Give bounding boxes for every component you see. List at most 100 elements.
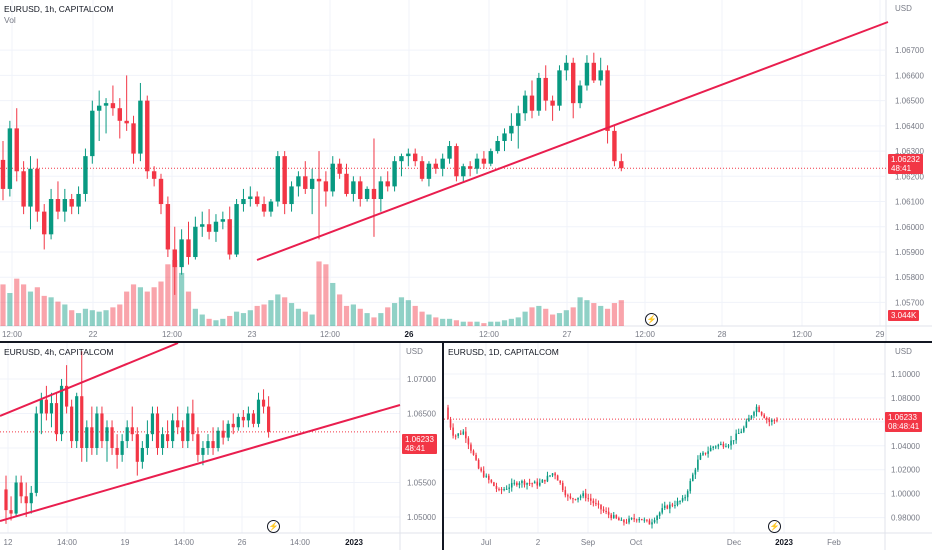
chart-4h-candle [19,482,23,497]
chart-1h-candle [131,123,136,154]
x-tick-label: 12:00 [162,330,183,339]
chart-pane-1h[interactable]: 1.06700 1.06600 1.06500 1.06400 1.06300 1.062… [0,0,932,341]
chart-1d-candle [592,500,595,504]
chart-1h-canvas[interactable]: 1.067001.066001.065001.064001.063001.062… [0,0,932,341]
chart-4h-candle [44,399,48,414]
chart-1h-candle [309,178,315,189]
chart-4h-candle [100,413,104,442]
volume-bar [75,313,82,326]
volume-bar [261,304,267,326]
x-tick-label: 29 [876,330,885,339]
chart-1d-candle [554,473,556,476]
chart-1d-candle [722,443,725,447]
chart-1d-candle [470,444,472,451]
volume-bar [192,308,198,326]
chart-1d-candle [462,431,465,435]
chart-1d-candle [692,474,694,482]
chart-1d-candle [498,488,500,490]
chart-1d-candle [638,518,641,521]
chart-1h-candle [275,156,280,202]
chart-1d-candle [727,445,730,447]
chart-1d-candle [653,520,656,523]
volume-indicator-label[interactable]: Vol [4,15,16,25]
volume-bar [137,287,143,326]
volume-bar [378,313,384,326]
volume-bar [488,321,494,326]
chart-1h-candle [392,161,397,187]
chart-1d-candle [709,447,712,452]
volume-bar [426,314,432,326]
chart-1h-candle [371,188,377,200]
chart-4h-candle [130,427,134,435]
chart-1d-candle [528,482,531,484]
chart-4h-candle [75,396,79,442]
volume-bar [570,307,576,326]
chart-4h-candle [24,496,28,504]
chart-1d-candle [689,481,692,492]
chart-4h-candle [95,413,99,448]
volume-bar [337,294,343,326]
volume-bar [440,318,446,326]
chart-1d-candle [467,438,470,445]
chart-4h-candle [201,447,205,455]
chart-1h-candle [344,173,349,194]
countdown-1h: 48:41 [891,164,912,173]
pane-divider-vertical[interactable] [442,343,444,550]
lightning-icon[interactable]: ⚡ [768,520,781,533]
chart-1h-candle [529,95,535,111]
x-tick-label: 12:00 [2,330,23,339]
x-tick-label: Feb [827,538,841,547]
volume-bar [529,307,535,326]
chart-1d-candle [556,475,559,481]
lightning-icon[interactable]: ⚡ [645,313,658,326]
volume-bar [82,308,89,326]
chart-pane-4h[interactable]: 1.070001.065001.060001.055001.050001214:… [0,343,442,550]
chart-1d-candle [745,421,748,428]
pane-divider-horizontal[interactable] [0,341,932,343]
chart-4h-candle [256,399,261,424]
volume-bar [165,264,171,326]
volume-bar [7,293,13,326]
chart-1h-candle [35,168,40,212]
chart-1d-candle [485,475,488,477]
chart-1d-candle [771,420,773,422]
chart-4h-candle [49,403,54,414]
lightning-icon[interactable]: ⚡ [267,520,280,533]
chart-1d-candle [564,490,567,496]
chart-1d-candle [643,519,646,521]
chart-4h-candle [135,434,139,462]
chart-4h-candle [39,399,43,414]
volume-bar [282,297,288,326]
volume-bar [522,311,528,326]
chart-1d-candle [663,505,666,509]
chart-4h-candle [191,413,195,435]
chart-1h-candle [76,193,81,207]
volume-bar [591,303,597,326]
chart-4h-candle [196,434,200,455]
chart-1h-candle [55,199,61,212]
volume-bar [495,321,501,326]
volume-bar [247,310,253,326]
volume-bar [453,320,460,326]
chart-1h-candle [117,108,122,121]
chart-1h-candle [303,176,308,189]
chart-1d-canvas[interactable]: 1.100001.080001.060001.040001.020001.000… [444,343,932,550]
volume-bar [611,303,618,326]
chart-1h-candle [467,166,473,169]
volume-bar [398,297,405,326]
volume-bar [460,321,466,326]
chart-4h-candle [14,482,18,514]
chart-title-1d: EURUSD, 1D, CAPITALCOM [448,347,559,357]
chart-1d-candle [607,511,610,515]
chart-4h-candle [241,416,245,421]
volume-value-tag: 3.044K [888,310,920,321]
volume-bar [288,303,295,326]
volume-bar [268,300,274,326]
chart-1h-candle [193,226,198,258]
chart-1h-candle [454,146,459,177]
chart-pane-1d[interactable]: 1.100001.080001.060001.040001.020001.000… [444,343,932,550]
chart-1h-candle [619,161,624,169]
chart-1h-candle [110,103,116,109]
last-price-4h: 1.06233 [405,435,434,444]
chart-4h-canvas[interactable]: 1.070001.065001.060001.055001.050001214:… [0,343,442,550]
